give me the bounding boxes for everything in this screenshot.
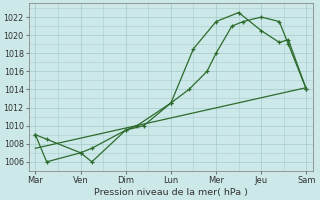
- X-axis label: Pression niveau de la mer( hPa ): Pression niveau de la mer( hPa ): [94, 188, 248, 197]
